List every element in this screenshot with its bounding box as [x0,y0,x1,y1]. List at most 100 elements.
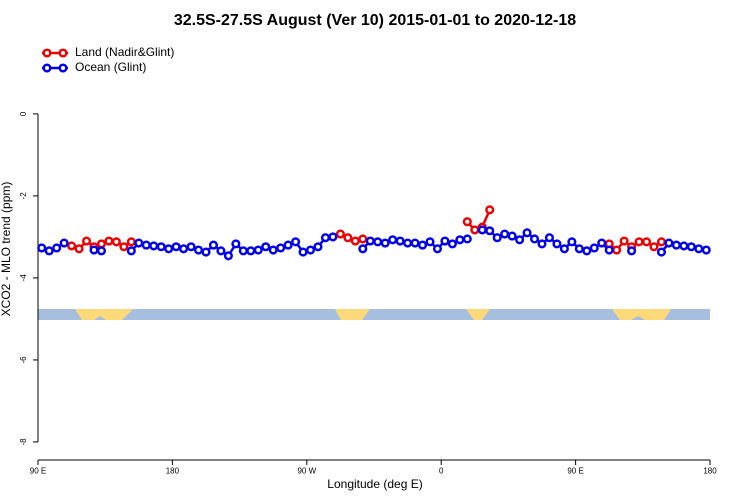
point [612,245,622,255]
point [656,247,667,257]
point [462,234,472,244]
point [358,244,368,254]
point [671,240,681,250]
point [492,233,502,243]
point [52,243,62,253]
point [111,237,121,247]
point [403,238,413,248]
point [74,244,84,254]
point [179,244,189,254]
point [126,246,136,256]
point [500,229,510,239]
point [373,237,383,247]
point [477,225,487,235]
point [164,244,174,254]
point [485,205,495,215]
x-tick-label: 180 [703,467,717,476]
point [455,235,465,245]
point [343,233,353,243]
point [320,233,331,243]
point [291,237,301,247]
point [365,236,375,246]
point [283,240,293,250]
point [96,239,107,249]
x-axis-label: Longitude (deg E) [327,477,422,491]
point [567,237,577,247]
point [268,245,278,255]
point [37,243,47,253]
point [686,242,696,252]
ocean-band [38,309,710,320]
point [313,242,323,252]
point [552,239,562,249]
legend-label: Ocean (Glint) [75,60,146,74]
point [627,246,637,256]
y-tick-label: -6 [19,356,28,364]
point [604,245,614,255]
point [246,246,256,256]
point [67,241,77,251]
point [223,251,233,261]
point [231,239,241,249]
land-mask [38,309,710,320]
point [171,242,181,252]
point [485,226,495,236]
point [656,237,667,247]
legend-marker [42,48,52,58]
point [641,237,652,247]
point [81,236,92,246]
point [149,241,159,251]
x-tick-label: 90 W [297,467,316,476]
point [664,238,674,248]
point [126,237,136,247]
point [276,243,286,253]
legend-marker [42,63,52,73]
point [119,242,129,252]
point [589,243,599,253]
point [507,231,517,241]
point [388,235,398,245]
point [208,240,219,250]
point [350,236,360,246]
x-tick-label: 90 E [567,467,583,476]
point [417,240,428,250]
point [440,236,450,246]
point [679,241,689,251]
land-band [335,309,370,320]
y-axis-label: XCO2 - MLO trend (ppm) [0,182,13,317]
land-band [466,309,490,320]
point [432,244,443,254]
point [156,242,166,252]
point [104,236,114,246]
point [619,236,629,246]
point [201,247,211,257]
point [216,246,226,256]
point [634,237,644,247]
point [328,232,338,242]
point [89,245,99,255]
point [305,245,316,255]
point [701,245,711,255]
point [395,236,405,246]
point [358,234,368,244]
point [425,237,435,247]
y-tick-label: 0 [19,111,28,116]
point [470,225,480,235]
point [537,239,547,249]
point [59,238,69,248]
point [238,246,248,256]
legend-label: Land (Nadir&Glint) [75,45,174,59]
x-tick-label: 180 [166,467,180,476]
x-tick-label: 0 [439,467,444,476]
point [380,238,390,248]
y-tick-label: -4 [19,274,28,282]
chart-title: 32.5S-27.5S August (Ver 10) 2015-01-01 t… [174,12,576,29]
point [515,235,525,245]
point [574,244,584,254]
point [447,239,457,249]
land-band [75,309,133,320]
point [694,244,704,254]
legend-marker [58,63,68,73]
point [186,242,196,252]
